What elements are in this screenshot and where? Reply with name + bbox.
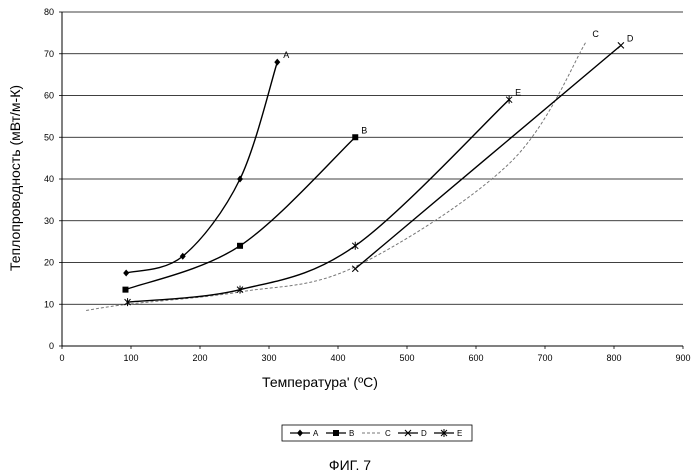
legend-marker-B <box>333 430 339 436</box>
y-tick-label-20: 20 <box>44 258 54 268</box>
point-A-1 <box>179 252 186 260</box>
legend-box <box>281 424 473 442</box>
point-E-2 <box>351 241 359 250</box>
x-tick-label-500: 500 <box>399 353 414 363</box>
curve-labels: A B C D E <box>283 29 634 135</box>
y-axis-title: Теплопроводность (мВт/м-К) <box>7 85 23 271</box>
point-E-0 <box>124 298 131 307</box>
y-tick-label-60: 60 <box>44 91 54 101</box>
series-markers <box>122 42 625 307</box>
point-B-1 <box>237 242 244 249</box>
x-tick-label-300: 300 <box>261 353 276 363</box>
y-tick-label-40: 40 <box>44 174 54 184</box>
legend: A B C D E <box>281 424 473 442</box>
x-tick-label-800: 800 <box>606 353 621 363</box>
legend-label-E: E <box>457 429 462 438</box>
legend-marker-D <box>404 429 412 437</box>
series-line-E <box>127 99 510 303</box>
x-axis-title: Температура' (ºC) <box>262 374 378 390</box>
x-tick-label-700: 700 <box>537 353 552 363</box>
x-tick-label-400: 400 <box>330 353 345 363</box>
point-B-0 <box>122 286 129 293</box>
curve-label-B: B <box>361 125 367 135</box>
legend-marker-E <box>440 429 448 437</box>
point-A-2 <box>237 175 244 183</box>
point-D-1 <box>617 42 625 49</box>
point-B-2 <box>352 134 359 141</box>
point-A-3 <box>274 58 281 66</box>
point-D-0 <box>351 265 359 273</box>
point-E-1 <box>236 285 244 294</box>
legend-marker-A <box>297 429 303 437</box>
legend-label-D: D <box>421 429 427 438</box>
figure-caption: ФИГ. 7 <box>329 457 371 473</box>
x-tick-label-900: 900 <box>675 353 690 363</box>
x-tick-label-100: 100 <box>123 353 138 363</box>
point-E-3 <box>505 95 513 104</box>
gridlines <box>62 11 683 305</box>
x-tick-label-0: 0 <box>59 353 64 363</box>
curve-label-E: E <box>515 88 521 98</box>
y-tick-label-80: 80 <box>44 7 54 17</box>
y-tick-label-0: 0 <box>49 341 54 351</box>
legend-label-A: A <box>313 429 319 438</box>
curve-label-C: C <box>592 29 599 39</box>
legend-label-C: C <box>385 429 391 438</box>
series-line-D <box>354 44 622 270</box>
x-tick-label-200: 200 <box>192 353 207 363</box>
point-A-0 <box>123 269 130 277</box>
curve-label-A: A <box>283 50 289 60</box>
y-tick-label-50: 50 <box>44 132 54 142</box>
y-tick-label-70: 70 <box>44 49 54 59</box>
y-tick-label-10: 10 <box>44 299 54 309</box>
curve-label-D: D <box>627 33 634 43</box>
x-tick-labels: 0 100 200 300 400 500 600 700 800 900 <box>59 346 691 363</box>
series-line-A <box>125 61 278 274</box>
y-tick-label-30: 30 <box>44 216 54 226</box>
x-tick-label-600: 600 <box>468 353 483 363</box>
legend-label-B: B <box>349 429 354 438</box>
y-tick-labels: 0 10 20 30 40 50 60 70 80 <box>44 7 62 351</box>
series-line-C <box>86 40 587 312</box>
